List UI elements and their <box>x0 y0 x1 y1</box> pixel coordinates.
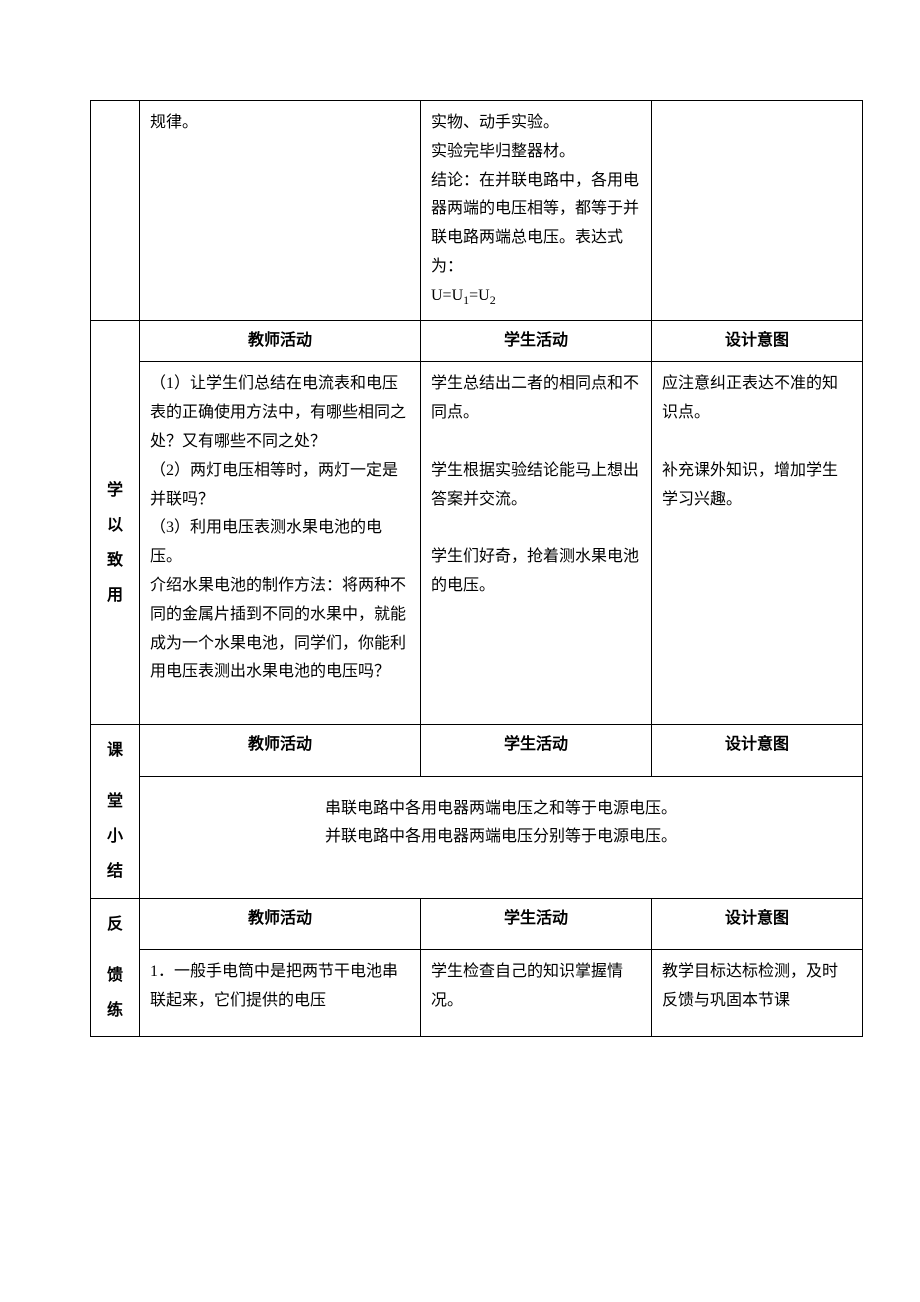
feedback-teacher-cell: 1．一般手电筒中是把两节干电池串联起来，它们提供的电压 <box>140 950 421 1037</box>
row1-student-cell: 实物、动手实验。 实验完毕归整器材。 结论：在并联电路中，各用电器两端的电压相等… <box>421 101 652 321</box>
feedback-design-text: 教学目标达标检测，及时反馈与巩固本节课 <box>662 958 852 1016</box>
apply-design-cell: 应注意纠正表达不准的知识点。 补充课外知识，增加学生学习兴趣。 <box>652 362 863 725</box>
summary-content-row: 堂 小 结 串联电路中各用电器两端电压之和等于电源电压。 并联电路中各用电器两端… <box>91 776 863 898</box>
feedback-content-row: 馈 练 1．一般手电筒中是把两节干电池串联起来，它们提供的电压 学生检查自己的知… <box>91 950 863 1037</box>
apply-label-char3: 致 <box>107 552 123 569</box>
feedback-header-row: 反 教师活动 学生活动 设计意图 <box>91 898 863 950</box>
apply-student-p2: 学生根据实验结论能马上想出答案并交流。 <box>431 457 641 515</box>
summary-label-char4: 结 <box>107 863 123 880</box>
apply-label-char4: 用 <box>107 587 123 604</box>
summary-label-upper: 课 <box>91 724 140 776</box>
feedback-label-cell: 馈 练 <box>91 950 140 1037</box>
row1-student-line3: 结论：在并联电路中，各用电器两端的电压相等，都等于并联电路两端总电压。表达式为： <box>431 167 641 282</box>
feedback-header-design: 设计意图 <box>652 898 863 950</box>
summary-content-cell: 串联电路中各用电器两端电压之和等于电源电压。 并联电路中各用电器两端电压分别等于… <box>140 776 863 898</box>
row1-student-formula: U=U1=U2 <box>431 282 641 312</box>
row1-student-line1: 实物、动手实验。 <box>431 109 641 138</box>
apply-label-upper <box>91 320 140 362</box>
feedback-label-char2: 馈 <box>107 967 123 984</box>
summary-header-row: 课 教师活动 学生活动 设计意图 <box>91 724 863 776</box>
summary-line1: 串联电路中各用电器两端电压之和等于电源电压。 <box>150 795 852 824</box>
apply-student-blank1 <box>431 428 641 457</box>
row1-teacher-cell: 规律。 <box>140 101 421 321</box>
summary-label-char3: 小 <box>107 828 123 845</box>
summary-label-char2: 堂 <box>107 793 123 810</box>
apply-teacher-p3: （3）利用电压表测水果电池的电压。 <box>150 514 410 572</box>
apply-label-cell: 学 以 致 用 <box>91 362 140 725</box>
apply-design-p1: 应注意纠正表达不准的知识点。 <box>662 370 852 428</box>
apply-design-blank <box>662 428 852 457</box>
feedback-student-text: 学生检查自己的知识掌握情况。 <box>431 958 641 1016</box>
apply-teacher-p1: （1）让学生们总结在电流表和电压表的正确使用方法中，有哪些相同之处？又有哪些不同… <box>150 370 410 456</box>
row-continuation: 规律。 实物、动手实验。 实验完毕归整器材。 结论：在并联电路中，各用电器两端的… <box>91 101 863 321</box>
summary-header-student: 学生活动 <box>421 724 652 776</box>
summary-label-char1: 课 <box>107 742 123 759</box>
feedback-label-char1: 反 <box>107 916 123 933</box>
feedback-label-text: 馈 练 <box>107 958 123 1028</box>
row1-design-cell <box>652 101 863 321</box>
summary-label-text: 堂 小 结 <box>107 784 123 890</box>
formula-sub-2: 2 <box>490 293 496 307</box>
summary-label-cell: 堂 小 结 <box>91 776 140 898</box>
row1-student-line2: 实验完毕归整器材。 <box>431 138 641 167</box>
feedback-header-student: 学生活动 <box>421 898 652 950</box>
feedback-header-teacher: 教师活动 <box>140 898 421 950</box>
apply-label-char2: 以 <box>107 517 123 534</box>
summary-label-upper-text: 课 <box>107 733 123 768</box>
feedback-label-upper-text: 反 <box>107 907 123 942</box>
apply-teacher-p4: 介绍水果电池的制作方法：将两种不同的金属片插到不同的水果中，就能成为一个水果电池… <box>150 572 410 687</box>
row1-teacher-text: 规律。 <box>150 109 410 138</box>
apply-header-teacher: 教师活动 <box>140 320 421 362</box>
feedback-student-cell: 学生检查自己的知识掌握情况。 <box>421 950 652 1037</box>
apply-header-design: 设计意图 <box>652 320 863 362</box>
feedback-label-upper: 反 <box>91 898 140 950</box>
apply-teacher-cell: （1）让学生们总结在电流表和电压表的正确使用方法中，有哪些相同之处？又有哪些不同… <box>140 362 421 725</box>
summary-header-teacher: 教师活动 <box>140 724 421 776</box>
apply-student-blank2 <box>431 514 641 543</box>
apply-design-p2: 补充课外知识，增加学生学习兴趣。 <box>662 457 852 515</box>
apply-student-cell: 学生总结出二者的相同点和不同点。 学生根据实验结论能马上想出答案并交流。 学生们… <box>421 362 652 725</box>
formula-u-eq-u: U=U <box>431 287 463 304</box>
page-container: 规律。 实物、动手实验。 实验完毕归整器材。 结论：在并联电路中，各用电器两端的… <box>0 0 920 1097</box>
summary-header-design: 设计意图 <box>652 724 863 776</box>
apply-teacher-p2: （2）两灯电压相等时，两灯一定是并联吗？ <box>150 457 410 515</box>
formula-eq-u: =U <box>469 287 490 304</box>
apply-student-p3: 学生们好奇，抢着测水果电池的电压。 <box>431 543 641 601</box>
row1-label-cell <box>91 101 140 321</box>
feedback-teacher-text: 1．一般手电筒中是把两节干电池串联起来，它们提供的电压 <box>150 958 410 1016</box>
apply-header-student: 学生活动 <box>421 320 652 362</box>
apply-teacher-blank <box>150 687 410 716</box>
apply-student-p1: 学生总结出二者的相同点和不同点。 <box>431 370 641 428</box>
feedback-label-char3: 练 <box>107 1002 123 1019</box>
apply-content-row: 学 以 致 用 （1）让学生们总结在电流表和电压表的正确使用方法中，有哪些相同之… <box>91 362 863 725</box>
apply-header-row: 教师活动 学生活动 设计意图 <box>91 320 863 362</box>
apply-label-text: 学 以 致 用 <box>107 473 123 614</box>
apply-label-char1: 学 <box>107 482 123 499</box>
feedback-design-cell: 教学目标达标检测，及时反馈与巩固本节课 <box>652 950 863 1037</box>
summary-line2: 并联电路中各用电器两端电压分别等于电源电压。 <box>150 823 852 852</box>
lesson-table: 规律。 实物、动手实验。 实验完毕归整器材。 结论：在并联电路中，各用电器两端的… <box>90 100 863 1037</box>
